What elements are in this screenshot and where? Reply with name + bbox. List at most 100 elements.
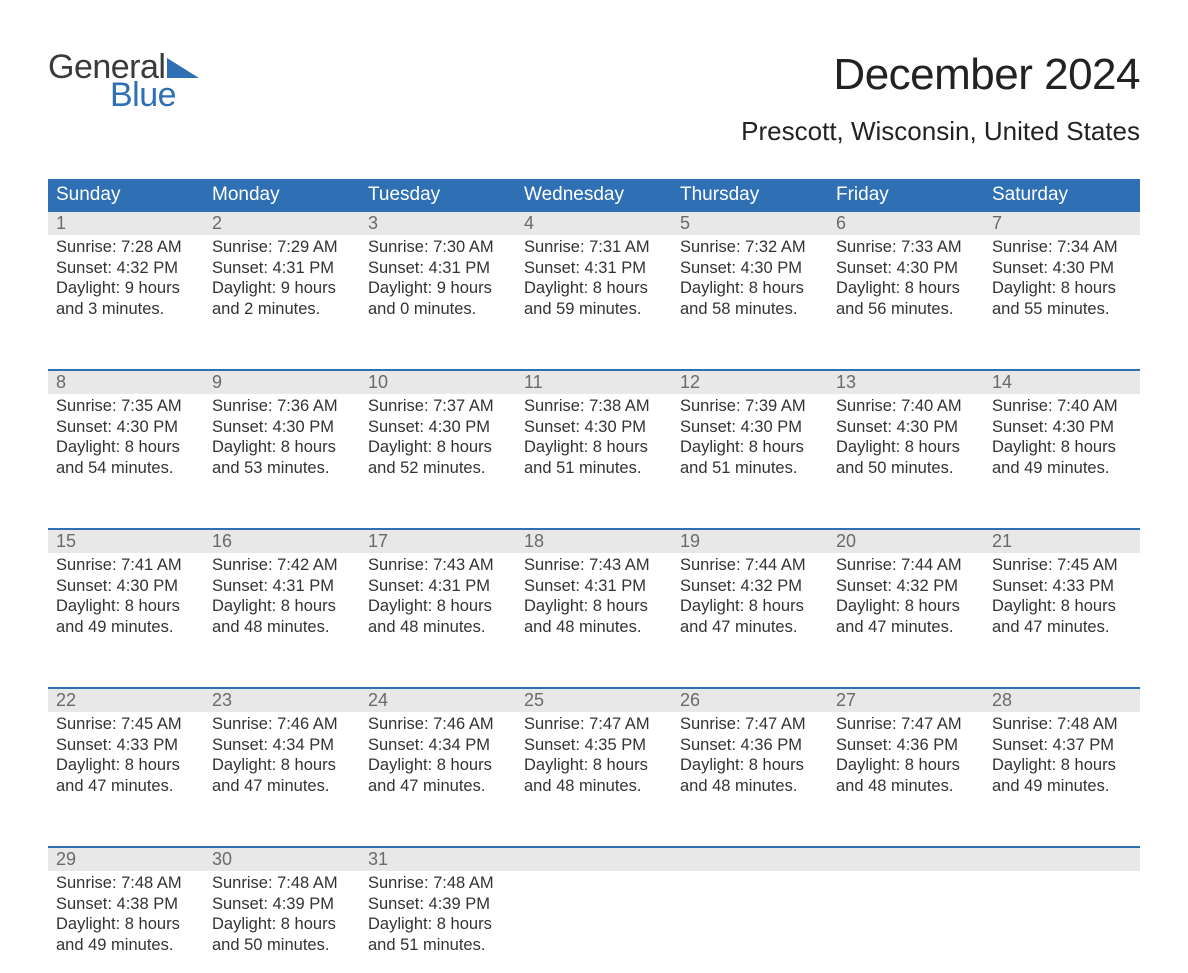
day-number: 12 [672,371,828,394]
sunset-text: Sunset: 4:33 PM [992,576,1132,597]
daylight-line1: Daylight: 8 hours [680,755,820,776]
daylight-line1: Daylight: 9 hours [368,278,508,299]
daylight-line2: and 48 minutes. [212,617,352,638]
day-content-row: Sunrise: 7:45 AMSunset: 4:33 PMDaylight:… [48,712,1140,847]
sunset-text: Sunset: 4:30 PM [524,417,664,438]
day-number: 15 [48,530,204,553]
day-cell: Sunrise: 7:38 AMSunset: 4:30 PMDaylight:… [516,394,672,529]
header: General Blue December 2024 Prescott, Wis… [48,50,1140,151]
day-number: 18 [516,530,672,553]
daylight-line2: and 52 minutes. [368,458,508,479]
location: Prescott, Wisconsin, United States [741,116,1140,147]
daylight-line1: Daylight: 8 hours [680,596,820,617]
logo-text-blue: Blue [110,78,199,112]
day-cell [672,871,828,973]
daylight-line2: and 56 minutes. [836,299,976,320]
sunrise-text: Sunrise: 7:31 AM [524,237,664,258]
daylight-line2: and 51 minutes. [680,458,820,479]
sunset-text: Sunset: 4:30 PM [680,258,820,279]
daylight-line2: and 3 minutes. [56,299,196,320]
daylight-line2: and 47 minutes. [212,776,352,797]
sunrise-text: Sunrise: 7:46 AM [368,714,508,735]
day-cell: Sunrise: 7:40 AMSunset: 4:30 PMDaylight:… [828,394,984,529]
day-cell: Sunrise: 7:41 AMSunset: 4:30 PMDaylight:… [48,553,204,688]
day-number: 14 [984,371,1140,394]
day-number: 16 [204,530,360,553]
daylight-line1: Daylight: 8 hours [212,596,352,617]
daylight-line2: and 2 minutes. [212,299,352,320]
daylight-line1: Daylight: 8 hours [368,437,508,458]
day-content-row: Sunrise: 7:28 AMSunset: 4:32 PMDaylight:… [48,235,1140,370]
day-cell: Sunrise: 7:40 AMSunset: 4:30 PMDaylight:… [984,394,1140,529]
sunset-text: Sunset: 4:30 PM [992,258,1132,279]
day-number: 11 [516,371,672,394]
daylight-line2: and 54 minutes. [56,458,196,479]
daylight-line2: and 47 minutes. [836,617,976,638]
sunset-text: Sunset: 4:34 PM [212,735,352,756]
day-cell: Sunrise: 7:42 AMSunset: 4:31 PMDaylight:… [204,553,360,688]
day-number: 2 [204,212,360,235]
day-cell [828,871,984,973]
daylight-line2: and 50 minutes. [212,935,352,956]
sunrise-text: Sunrise: 7:48 AM [368,873,508,894]
daylight-line2: and 48 minutes. [524,776,664,797]
day-number: 25 [516,689,672,712]
day-number [516,848,672,871]
day-cell: Sunrise: 7:46 AMSunset: 4:34 PMDaylight:… [204,712,360,847]
sunrise-text: Sunrise: 7:47 AM [836,714,976,735]
day-number-row: 1234567 [48,212,1140,235]
sunset-text: Sunset: 4:37 PM [992,735,1132,756]
day-number [984,848,1140,871]
sunrise-text: Sunrise: 7:42 AM [212,555,352,576]
day-content-row: Sunrise: 7:35 AMSunset: 4:30 PMDaylight:… [48,394,1140,529]
day-cell: Sunrise: 7:45 AMSunset: 4:33 PMDaylight:… [48,712,204,847]
daylight-line1: Daylight: 8 hours [56,596,196,617]
sunrise-text: Sunrise: 7:46 AM [212,714,352,735]
sunrise-text: Sunrise: 7:35 AM [56,396,196,417]
daylight-line1: Daylight: 9 hours [212,278,352,299]
sunrise-text: Sunrise: 7:29 AM [212,237,352,258]
day-number: 3 [360,212,516,235]
sunset-text: Sunset: 4:31 PM [524,576,664,597]
daylight-line2: and 47 minutes. [992,617,1132,638]
day-number: 7 [984,212,1140,235]
daylight-line1: Daylight: 8 hours [680,437,820,458]
daylight-line1: Daylight: 8 hours [992,596,1132,617]
day-cell: Sunrise: 7:43 AMSunset: 4:31 PMDaylight:… [360,553,516,688]
daylight-line1: Daylight: 8 hours [212,755,352,776]
sunrise-text: Sunrise: 7:43 AM [368,555,508,576]
daylight-line2: and 48 minutes. [368,617,508,638]
sunrise-text: Sunrise: 7:28 AM [56,237,196,258]
day-cell: Sunrise: 7:47 AMSunset: 4:35 PMDaylight:… [516,712,672,847]
sunset-text: Sunset: 4:31 PM [212,258,352,279]
sunset-text: Sunset: 4:30 PM [56,576,196,597]
daylight-line2: and 0 minutes. [368,299,508,320]
sunset-text: Sunset: 4:31 PM [368,576,508,597]
sunrise-text: Sunrise: 7:32 AM [680,237,820,258]
sunset-text: Sunset: 4:33 PM [56,735,196,756]
daylight-line2: and 50 minutes. [836,458,976,479]
logo: General Blue [48,50,199,112]
daylight-line1: Daylight: 8 hours [992,437,1132,458]
sunset-text: Sunset: 4:39 PM [212,894,352,915]
sunset-text: Sunset: 4:35 PM [524,735,664,756]
day-number: 24 [360,689,516,712]
day-cell: Sunrise: 7:48 AMSunset: 4:37 PMDaylight:… [984,712,1140,847]
daylight-line1: Daylight: 8 hours [992,278,1132,299]
col-tuesday: Tuesday [360,179,516,212]
sunset-text: Sunset: 4:30 PM [836,417,976,438]
sunrise-text: Sunrise: 7:44 AM [680,555,820,576]
daylight-line1: Daylight: 8 hours [212,914,352,935]
sunrise-text: Sunrise: 7:40 AM [836,396,976,417]
sunset-text: Sunset: 4:30 PM [368,417,508,438]
col-sunday: Sunday [48,179,204,212]
day-number: 4 [516,212,672,235]
day-number: 8 [48,371,204,394]
day-cell [516,871,672,973]
daylight-line2: and 58 minutes. [680,299,820,320]
sunrise-text: Sunrise: 7:41 AM [56,555,196,576]
daylight-line1: Daylight: 8 hours [524,437,664,458]
daylight-line2: and 47 minutes. [56,776,196,797]
col-thursday: Thursday [672,179,828,212]
sunset-text: Sunset: 4:30 PM [680,417,820,438]
